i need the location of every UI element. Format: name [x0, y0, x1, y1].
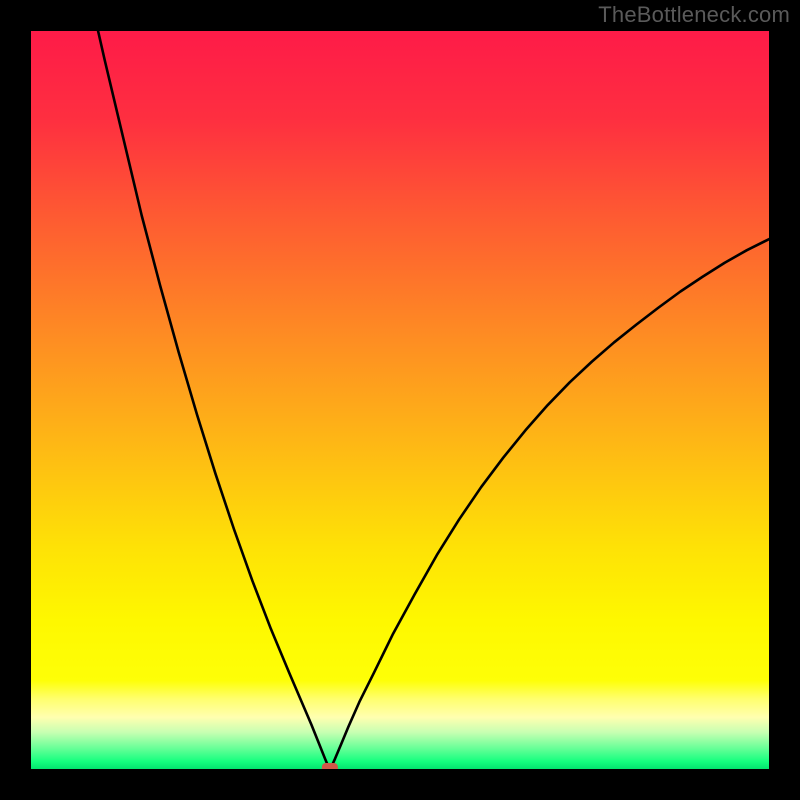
chart-frame: TheBottleneck.com — [0, 0, 800, 800]
watermark-label: TheBottleneck.com — [598, 2, 790, 28]
plot-background — [31, 31, 769, 769]
bottleneck-curve-chart — [0, 0, 800, 800]
